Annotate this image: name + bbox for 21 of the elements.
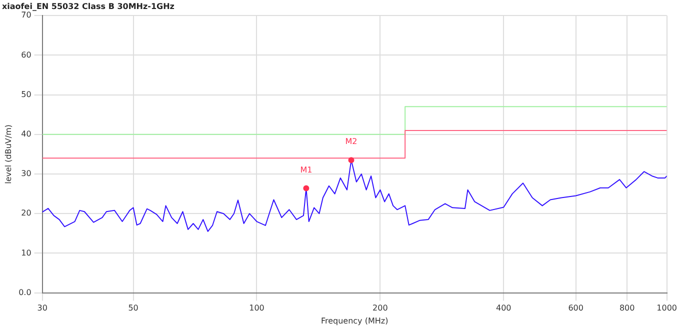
y-tick-label: 10 (21, 248, 32, 258)
y-tick-label: 20 (21, 208, 32, 218)
x-tick-label: 30 (37, 304, 48, 313)
x-tick-label: 400 (496, 304, 512, 313)
x-axis-title: Frequency (MHz) (320, 316, 388, 326)
y-axis-title: level (dBuV/m) (4, 124, 13, 184)
annotation: M1 (300, 165, 312, 174)
y-tick-label: 0.0 (18, 288, 32, 297)
y-tick-label: 70 (21, 10, 32, 20)
x-tick-label: 800 (619, 304, 635, 313)
x-tick-label: 1000 (656, 304, 677, 313)
y-tick-label: 30 (21, 169, 32, 178)
x-tick-label: 100 (249, 304, 264, 313)
chart-title: xiaofei_EN 55032 Class B 30MHz-1GHz (2, 2, 175, 11)
x-tick-label: 200 (372, 304, 388, 313)
x-tick-label: 50 (128, 304, 138, 313)
y-tick-label: 40 (21, 129, 32, 138)
annotation: M2 (345, 137, 358, 146)
x-tick-label: 600 (568, 304, 584, 313)
y-tick-label: 50 (21, 90, 32, 99)
y-tick-label: 60 (21, 50, 32, 60)
